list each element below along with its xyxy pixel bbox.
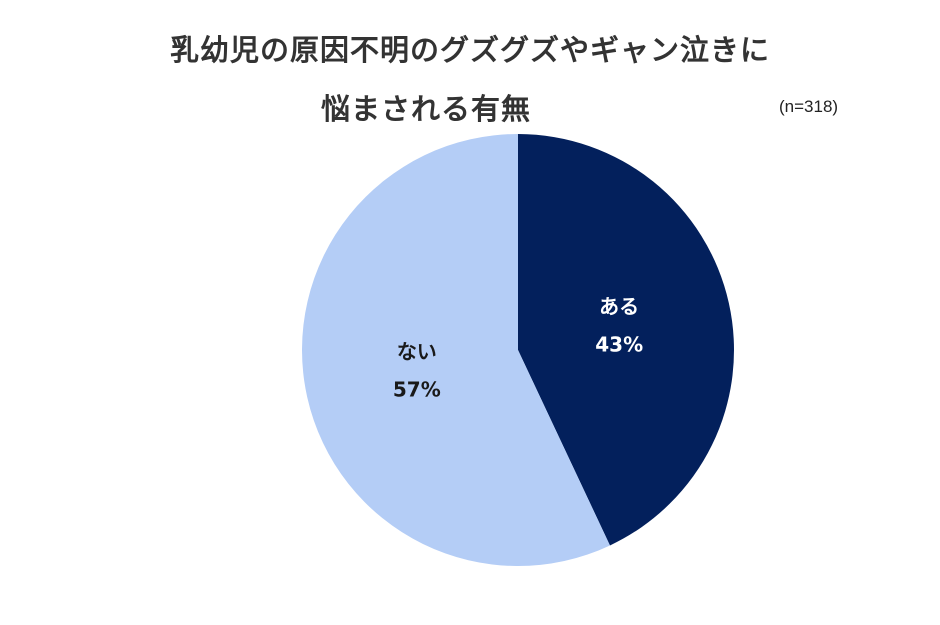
slice-value-label-nai: 57% [393, 378, 441, 402]
slice-value-label-aru: 43% [595, 332, 643, 356]
chart-title-line-2: 悩まされる有無 [320, 92, 531, 126]
slice-category-label-aru: ある [599, 294, 639, 318]
pie-slice-aru [518, 134, 734, 546]
slice-category-label-nai: ない [397, 340, 437, 364]
sample-size-label: (n=318) [779, 97, 839, 116]
chart-title-line-1: 乳幼児の原因不明のグズグズやギャン泣きに [169, 33, 770, 67]
pie-slice-nai [301, 134, 610, 567]
